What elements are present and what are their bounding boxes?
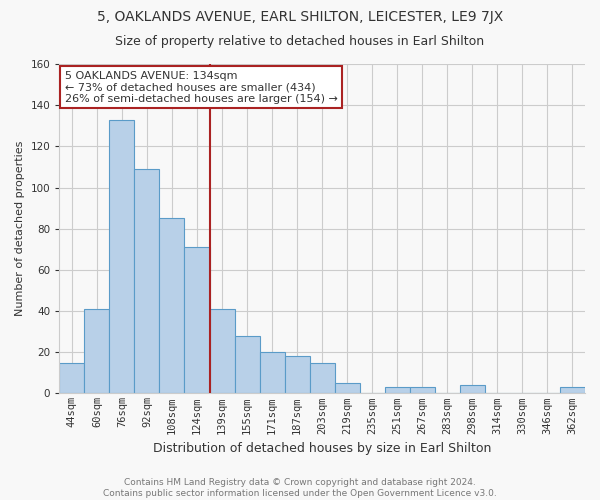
Bar [59, 362, 85, 394]
Bar [460, 385, 485, 394]
Text: 5, OAKLANDS AVENUE, EARL SHILTON, LEICESTER, LE9 7JX: 5, OAKLANDS AVENUE, EARL SHILTON, LEICES… [97, 10, 503, 24]
Y-axis label: Number of detached properties: Number of detached properties [15, 141, 25, 316]
Bar [410, 387, 435, 394]
Bar [385, 387, 410, 394]
Bar [160, 218, 184, 394]
Bar [134, 169, 160, 394]
X-axis label: Distribution of detached houses by size in Earl Shilton: Distribution of detached houses by size … [153, 442, 491, 455]
Text: Contains HM Land Registry data © Crown copyright and database right 2024.
Contai: Contains HM Land Registry data © Crown c… [103, 478, 497, 498]
Text: 5 OAKLANDS AVENUE: 134sqm
← 73% of detached houses are smaller (434)
26% of semi: 5 OAKLANDS AVENUE: 134sqm ← 73% of detac… [65, 70, 337, 104]
Bar [209, 309, 235, 394]
Bar [184, 247, 209, 394]
Bar [310, 362, 335, 394]
Bar [85, 309, 109, 394]
Bar [235, 336, 260, 394]
Bar [560, 387, 585, 394]
Text: Size of property relative to detached houses in Earl Shilton: Size of property relative to detached ho… [115, 35, 485, 48]
Bar [335, 383, 360, 394]
Bar [109, 120, 134, 394]
Bar [260, 352, 284, 394]
Bar [284, 356, 310, 394]
